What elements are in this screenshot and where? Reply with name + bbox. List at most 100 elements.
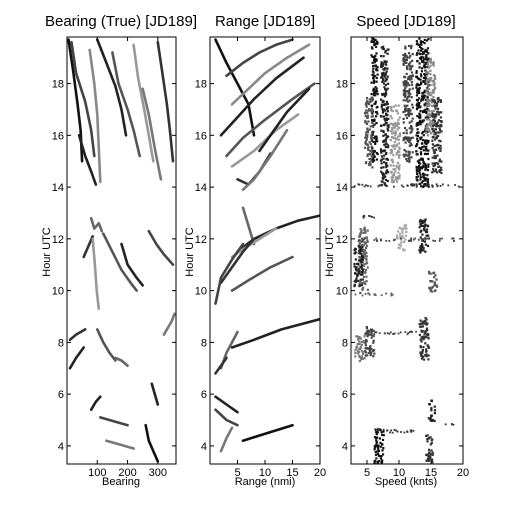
range-x-tick-label: 10 <box>259 467 271 479</box>
range-plot-frame <box>209 36 321 465</box>
bearing-x-axis-label: Bearing <box>102 476 140 488</box>
range-x-tick-label: 15 <box>286 467 298 479</box>
bearing-track-9 <box>89 216 104 233</box>
range-track-13 <box>230 255 294 292</box>
range-y-tick-label: 10 <box>195 286 207 298</box>
bearing-track-10 <box>82 235 94 259</box>
bearing-y-tick-label: 8 <box>58 337 64 349</box>
bearing-track-20 <box>89 395 102 412</box>
range-track-7 <box>241 128 289 191</box>
range-track-2 <box>230 43 311 106</box>
bearing-track-3 <box>96 38 128 137</box>
speed-y-tick-label: 10 <box>336 286 348 298</box>
bearing-y-tick-label: 12 <box>52 234 64 246</box>
speed-cluster-13 <box>363 326 376 358</box>
speed-y-axis-label: Hour UTC <box>324 227 336 277</box>
bearing-track-14 <box>147 229 175 267</box>
speed-cluster-9 <box>353 245 364 288</box>
bearing-track-15 <box>162 312 176 336</box>
bearing-plot-area: 4 6 8 10 12 14 16 18 100 200 300 <box>52 36 177 479</box>
speed-cluster-7 <box>431 96 443 175</box>
range-x-axis-label: Range (nmi) <box>235 476 296 488</box>
range-chart-title: Range [JD189] <box>215 13 315 30</box>
speed-plot-area: 4 6 8 10 12 14 16 18 5 10 15 20 <box>336 36 469 479</box>
range-y-tick-label: 6 <box>201 389 207 401</box>
speed-y-tick-label: 8 <box>342 337 348 349</box>
speed-cluster-14 <box>354 335 366 363</box>
speed-y-tick-label: 12 <box>336 234 348 246</box>
range-track-15 <box>230 317 320 349</box>
range-track-5 <box>230 113 300 168</box>
bearing-track-11 <box>91 237 101 311</box>
bearing-track-16 <box>68 328 87 342</box>
bearing-y-tick-label: 16 <box>52 130 64 142</box>
bearing-track-6 <box>156 40 175 163</box>
range-track-8 <box>258 87 311 153</box>
speed-band-0 <box>353 183 460 188</box>
bearing-track-7 <box>141 87 163 181</box>
speed-x-tick-label: 5 <box>364 467 370 479</box>
speed-cluster-1 <box>363 97 375 169</box>
bearing-track-4 <box>111 51 141 158</box>
speed-chart-title: Speed [JD189] <box>356 13 455 30</box>
bearing-track-18 <box>68 346 85 370</box>
bearing-track-24 <box>150 382 160 406</box>
bearing-track-23 <box>144 423 160 463</box>
speed-cluster-10 <box>395 223 408 252</box>
speed-cluster-18 <box>425 434 434 464</box>
range-track-3 <box>219 56 305 137</box>
bearing-marks <box>67 38 176 463</box>
bearing-y-tick-label: 18 <box>52 79 64 91</box>
range-y-tick-label: 4 <box>201 441 207 453</box>
speed-cluster-15 <box>418 316 430 361</box>
bearing-x-tick-label: 200 <box>118 467 136 479</box>
bearing-track-12 <box>102 232 138 292</box>
speed-cluster-0 <box>370 37 379 163</box>
speed-cluster-16 <box>427 399 437 423</box>
range-x-tick-label: 5 <box>234 467 240 479</box>
speed-cluster-4 <box>402 44 414 163</box>
bearing-plot-frame <box>66 36 177 465</box>
range-track-1 <box>225 38 294 78</box>
bearing-y-tick-label: 6 <box>58 389 64 401</box>
bearing-y-tick-label: 10 <box>52 286 64 298</box>
speed-cluster-3 <box>389 104 402 184</box>
speed-cluster-11 <box>418 218 430 254</box>
range-track-9 <box>241 206 256 246</box>
bearing-chart-title: Bearing (True) [JD189] <box>45 13 197 30</box>
range-y-tick-label: 16 <box>195 130 207 142</box>
bearing-track-21 <box>99 416 129 427</box>
bearing-x-tick-label: 100 <box>88 467 106 479</box>
range-track-19 <box>214 408 239 427</box>
range-y-axis-label: Hour UTC <box>184 227 196 277</box>
speed-marks <box>353 37 460 464</box>
range-track-12 <box>219 237 256 285</box>
speed-plot-frame <box>350 36 464 465</box>
range-y-tick-label: 14 <box>195 182 207 194</box>
range-track-18 <box>214 395 239 414</box>
speed-band-5 <box>377 428 415 434</box>
bearing-y-tick-label: 14 <box>52 182 64 194</box>
bearing-track-8 <box>77 134 98 186</box>
range-track-0 <box>214 38 256 137</box>
speed-y-tick-label: 18 <box>336 79 348 91</box>
range-panel: Range [JD189] 4 6 8 10 12 14 16 18 5 10 15 20 Range… <box>184 13 326 488</box>
speed-y-tick-label: 6 <box>342 389 348 401</box>
bearing-y-axis-label: Hour UTC <box>41 227 53 277</box>
bearing-track-1 <box>70 40 96 158</box>
speed-y-tick-label: 14 <box>336 182 348 194</box>
speed-cluster-12 <box>428 270 439 293</box>
range-track-4 <box>225 82 316 158</box>
speed-cluster-2 <box>379 45 390 187</box>
bearing-y-tick-label: 4 <box>58 441 64 453</box>
range-y-tick-label: 18 <box>195 79 207 91</box>
bearing-x-tick-label: 300 <box>149 467 167 479</box>
range-y-tick-label: 8 <box>201 337 207 349</box>
bearing-track-19 <box>114 356 129 368</box>
bearing-track-17 <box>96 328 117 362</box>
speed-band-2 <box>357 237 455 242</box>
bearing-track-5 <box>132 43 155 163</box>
bearing-panel: Bearing (True) [JD189] 4 6 8 10 12 14 16 18 100 2… <box>41 13 197 488</box>
range-track-20 <box>241 423 294 443</box>
speed-x-tick-label: 10 <box>393 467 405 479</box>
